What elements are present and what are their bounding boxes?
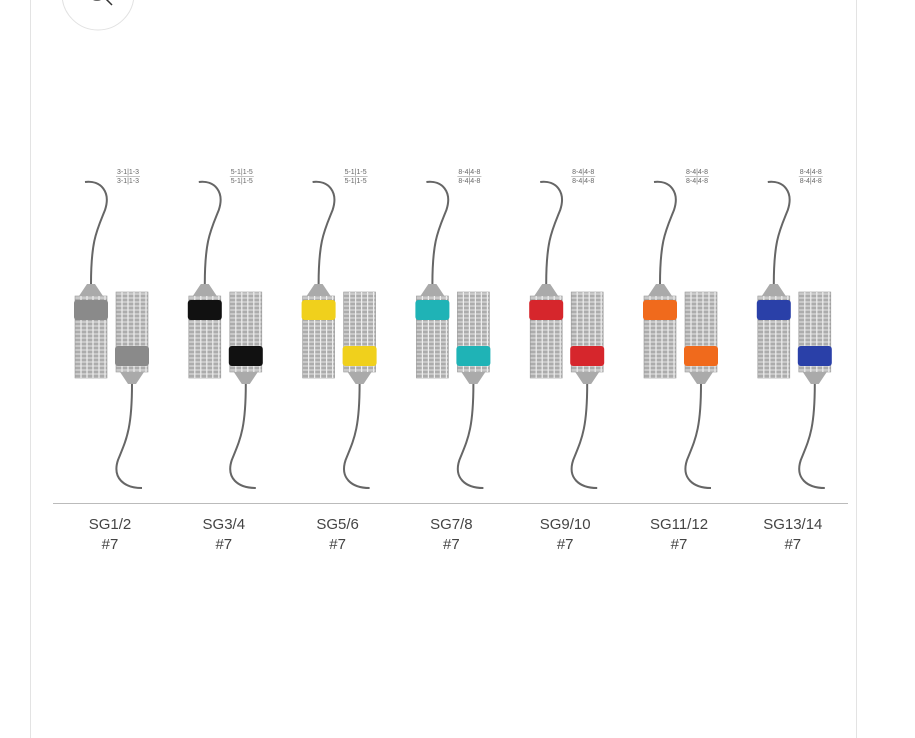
code-bottom: 8-4|4-8 [686, 178, 708, 185]
instrument: 5-1|1-5 5-1|1-5 SG5/6 #7 [301, 169, 377, 553]
handle-taper [648, 284, 672, 296]
code-bottom: 8-4|4-8 [800, 178, 822, 185]
working-end [767, 180, 791, 285]
code-bottom: 3-1|1-3 [117, 178, 139, 185]
code-bottom: 8-4|4-8 [572, 178, 594, 185]
working-end [229, 383, 256, 489]
working-end [653, 180, 677, 285]
code-bottom: 5-1|1-5 [231, 178, 253, 185]
code-top: 8-4|4-8 [800, 169, 822, 176]
color-band [115, 346, 149, 366]
handle-taper [461, 372, 486, 384]
handle-taper [534, 284, 559, 296]
instrument: 5-1|1-5 5-1|1-5 SG3/4 #7 [187, 169, 263, 553]
code-bottom: 5-1|1-5 [345, 178, 367, 185]
working-end [684, 383, 712, 489]
handle-taper [761, 284, 786, 296]
working-end [540, 180, 563, 285]
instrument: 3-1|1-3 3-1|1-3 SG1/2 #7 [74, 169, 149, 553]
handle-taper [689, 372, 713, 384]
color-band [456, 346, 491, 366]
instrument-size: #7 [215, 536, 232, 553]
instrument-name: SG9/10 [540, 516, 591, 533]
working-end [798, 383, 825, 489]
working-end [343, 383, 370, 489]
handle-taper [347, 372, 372, 384]
instrument: 8-4|4-8 8-4|4-8 SG7/8 #7 [415, 169, 491, 553]
handle-taper [306, 284, 331, 296]
instrument-name: SG1/2 [89, 516, 132, 533]
working-end [312, 180, 336, 285]
zoom-button[interactable] [62, 0, 134, 31]
code-top: 8-4|4-8 [458, 169, 480, 176]
color-band [228, 346, 263, 366]
color-band [187, 300, 222, 320]
code-top: 3-1|1-3 [117, 169, 139, 176]
instrument-name: SG5/6 [316, 516, 359, 533]
instrument-name: SG13/14 [763, 516, 822, 533]
color-band [570, 346, 605, 366]
instrument: 8-4|4-8 8-4|4-8 SG13/14 #7 [756, 169, 832, 553]
code-top: 5-1|1-5 [231, 169, 253, 176]
instrument-name: SG11/12 [650, 516, 708, 533]
color-band [529, 300, 564, 320]
instrument-size: #7 [329, 536, 346, 553]
color-band [342, 346, 377, 366]
zoom-icon-handle [105, 0, 113, 6]
handle-taper [120, 372, 144, 384]
instrument-size: #7 [784, 536, 801, 553]
instrument-name: SG3/4 [203, 516, 246, 533]
handle-taper [79, 284, 103, 296]
color-band [74, 300, 108, 320]
code-top: 8-4|4-8 [572, 169, 594, 176]
instrument-size: #7 [671, 536, 688, 553]
working-end [426, 180, 450, 285]
instrument-size: #7 [102, 536, 119, 553]
working-end [570, 383, 598, 489]
instrument-size: #7 [557, 536, 574, 553]
instrument-size: #7 [443, 536, 460, 553]
color-band [643, 300, 677, 320]
color-band [415, 300, 450, 320]
color-band [797, 346, 832, 366]
color-band [301, 300, 336, 320]
working-end [198, 180, 222, 285]
color-band [756, 300, 791, 320]
instrument-name: SG7/8 [430, 516, 473, 533]
working-end [84, 180, 108, 285]
code-top: 5-1|1-5 [345, 169, 367, 176]
code-top: 8-4|4-8 [686, 169, 708, 176]
color-band [684, 346, 718, 366]
handle-taper [233, 372, 258, 384]
working-end [115, 383, 143, 489]
instrument: 8-4|4-8 8-4|4-8 SG11/12 #7 [643, 169, 718, 553]
handle-taper [420, 284, 445, 296]
working-end [456, 383, 484, 489]
handle-taper [192, 284, 217, 296]
handle-taper [575, 372, 600, 384]
zoom-button-circle[interactable] [62, 0, 134, 31]
handle-taper [802, 372, 827, 384]
instrument: 8-4|4-8 8-4|4-8 SG9/10 #7 [529, 169, 605, 553]
code-bottom: 8-4|4-8 [458, 178, 480, 185]
